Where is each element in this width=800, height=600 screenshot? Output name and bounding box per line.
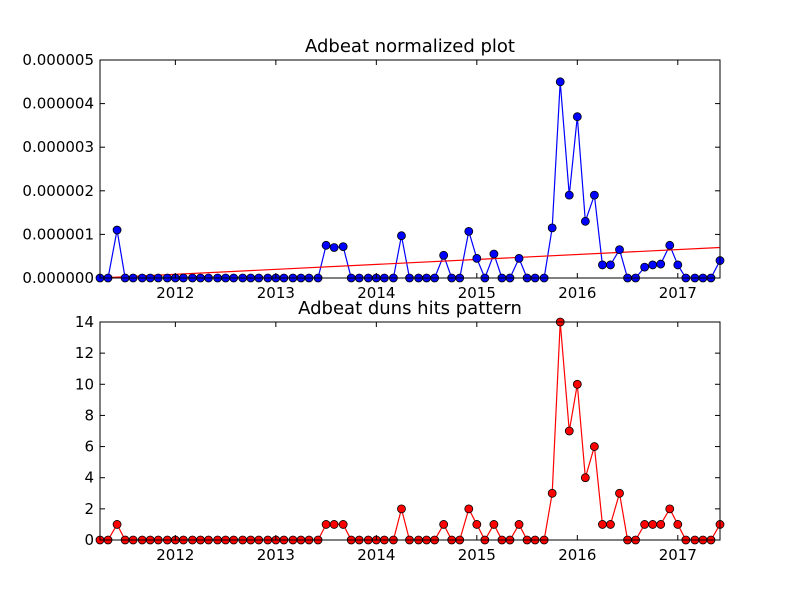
duns-hits-plot-x-tick-label: 2016 <box>558 546 596 564</box>
normalized-plot-data-point <box>464 226 474 236</box>
duns-hits-plot-data-point <box>112 520 122 529</box>
normalized-plot-y-tick-label: 0.000003 <box>22 138 94 156</box>
normalized-plot-data-point <box>439 250 449 260</box>
duns-hits-plot-data-point <box>606 520 615 529</box>
normalized-plot-x-tick-label: 2014 <box>357 284 395 302</box>
duns-hits-plot-data-point <box>489 520 499 529</box>
duns-hits-plot-title: Adbeat duns hits pattern <box>298 298 522 319</box>
duns-hits-plot-data-point <box>464 504 474 514</box>
normalized-plot-y-tick-label: 0.000005 <box>22 51 94 69</box>
duns-hits-plot-y-tick-label: 0 <box>84 531 94 549</box>
normalized-plot-data-point <box>665 240 675 250</box>
duns-hits-plot-data-point <box>397 504 406 514</box>
duns-hits-plot-y-tick-label: 2 <box>84 500 94 518</box>
normalized-plot-data-point <box>648 260 658 270</box>
normalized-plot-data-point <box>606 260 615 270</box>
normalized-plot-data-point <box>338 242 348 252</box>
duns-hits-plot-data-point <box>673 520 683 529</box>
duns-hits-plot-x-tick-label: 2012 <box>156 546 194 564</box>
duns-hits-plot-data-point <box>514 520 524 529</box>
normalized-plot-data-point <box>472 253 482 263</box>
duns-hits-plot-x-tick-label: 2015 <box>458 546 496 564</box>
normalized-plot-series-0-line <box>100 81 720 278</box>
normalized-plot-data-point <box>598 260 607 270</box>
duns-hits-plot-y-tick-label: 10 <box>75 375 94 393</box>
normalized-plot-data-point <box>580 216 590 226</box>
duns-hits-plot-frame <box>99 321 721 541</box>
duns-hits-plot-data-point <box>640 520 650 529</box>
duns-hits-plot-data-point <box>472 520 482 529</box>
duns-hits-plot-data-point <box>547 488 557 498</box>
duns-hits-plot-data-point <box>589 442 599 451</box>
normalized-plot: Adbeat normalized plot 0.0000000.0000010… <box>22 36 725 302</box>
duns-hits-plot-ticks: 0 2 4 6 8 10 12 14 2012 2013 2014 2015 2016 2017 <box>75 313 720 564</box>
duns-hits-plot-data-point <box>338 520 348 529</box>
duns-hits-plot-data-point <box>598 520 607 529</box>
normalized-plot-data-point <box>673 260 683 270</box>
duns-hits-plot-data-point <box>439 520 449 529</box>
normalized-plot-data-point <box>514 253 524 263</box>
normalized-plot-x-tick-label: 2015 <box>458 284 496 302</box>
duns-hits-plot-data-point <box>615 488 624 498</box>
normalized-plot-y-tick-label: 0.000000 <box>22 269 94 287</box>
normalized-plot-x-tick-label: 2017 <box>659 284 697 302</box>
duns-hits-plot-data-point <box>580 473 590 483</box>
normalized-plot-data-point <box>555 77 565 87</box>
duns-hits-plot-data-point <box>564 426 574 436</box>
duns-hits-plot-data-point <box>656 520 666 529</box>
duns-hits-plot: Adbeat duns hits pattern 0 2 4 6 8 10 12 14 2012… <box>75 298 725 564</box>
duns-hits-plot-x-tick-label: 2013 <box>257 546 295 564</box>
duns-hits-plot-y-tick-label: 8 <box>84 406 94 424</box>
normalized-plot-y-tick-label: 0.000001 <box>22 225 94 243</box>
normalized-plot-y-tick-label: 0.000004 <box>22 95 94 113</box>
normalized-plot-ticks: 0.000000 0.000001 0.000002 0.000003 0.000004… <box>22 51 720 302</box>
normalized-plot-title: Adbeat normalized plot <box>305 36 515 57</box>
normalized-plot-data-point <box>329 243 339 252</box>
normalized-plot-data-point <box>397 231 406 241</box>
duns-hits-plot-x-tick-label: 2017 <box>659 546 697 564</box>
duns-hits-plot-data-point <box>321 520 331 529</box>
normalized-plot-data-point <box>564 190 574 200</box>
normalized-plot-data-point <box>656 259 666 269</box>
duns-hits-plot-y-tick-label: 14 <box>75 313 94 331</box>
duns-hits-plot-series-0-line <box>100 322 720 540</box>
duns-hits-plot-y-tick-label: 12 <box>75 344 94 362</box>
normalized-plot-data-point <box>615 245 624 255</box>
normalized-plot-frame <box>99 59 721 279</box>
duns-hits-plot-data-point <box>572 379 582 389</box>
duns-hits-plot-x-tick-label: 2014 <box>357 546 395 564</box>
normalized-plot-data-point <box>321 240 331 250</box>
duns-hits-plot-y-tick-label: 6 <box>84 438 94 456</box>
normalized-plot-x-tick-label: 2012 <box>156 284 194 302</box>
normalized-plot-x-tick-label: 2013 <box>257 284 295 302</box>
normalized-plot-data-point <box>572 112 582 122</box>
normalized-plot-x-tick-label: 2016 <box>558 284 596 302</box>
duns-hits-plot-data-point <box>329 520 339 529</box>
normalized-plot-data-point <box>112 225 122 235</box>
normalized-plot-data-point <box>489 249 499 259</box>
normalized-plot-data-point <box>640 262 650 272</box>
normalized-plot-data-point <box>589 190 599 200</box>
duns-hits-plot-data-point <box>648 520 658 529</box>
normalized-plot-data-point <box>547 223 557 233</box>
normalized-plot-y-tick-label: 0.000002 <box>22 182 94 200</box>
duns-hits-plot-data-point <box>665 504 675 514</box>
duns-hits-plot-y-tick-label: 4 <box>84 469 94 487</box>
duns-hits-plot-clip-group <box>100 322 720 540</box>
